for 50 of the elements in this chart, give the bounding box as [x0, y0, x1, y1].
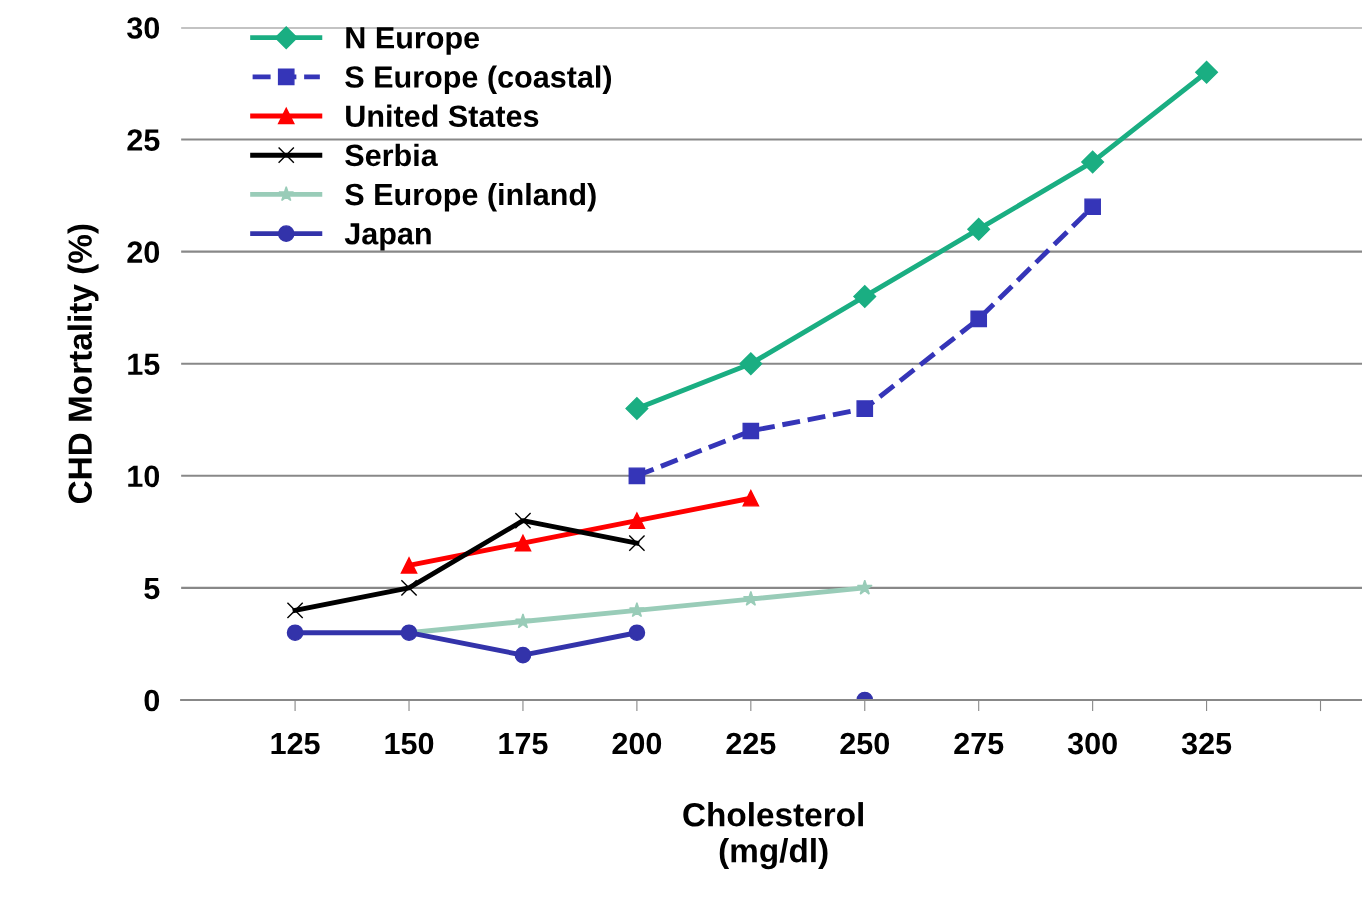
point — [1195, 60, 1219, 84]
point — [514, 534, 532, 552]
point — [400, 557, 418, 574]
y-tick-label: 30 — [127, 17, 160, 39]
point — [970, 310, 988, 328]
point — [1081, 150, 1105, 174]
point — [625, 397, 649, 421]
point — [628, 601, 645, 618]
x-tick-label: 175 — [499, 733, 548, 755]
point — [286, 624, 304, 642]
point — [514, 613, 531, 629]
x-tick-label: 250 — [840, 732, 890, 755]
y-tick-label: 10 — [128, 465, 160, 488]
point — [628, 534, 646, 552]
point — [856, 579, 873, 595]
point — [628, 512, 646, 529]
point — [514, 512, 532, 529]
y-tick-label: 5 — [144, 577, 160, 600]
point — [739, 352, 763, 376]
point — [742, 489, 760, 507]
x-axis-title: Cholesterol (mg/dl) — [683, 802, 863, 870]
point — [514, 646, 532, 664]
point — [742, 590, 759, 606]
point — [400, 579, 418, 597]
legend-label: United States — [346, 104, 539, 128]
point — [853, 284, 877, 308]
y-tick-label: 20 — [127, 241, 160, 263]
y-tick-label: 0 — [144, 689, 160, 712]
x-tick-label: 225 — [726, 732, 776, 755]
x-tick-label: 300 — [1067, 732, 1117, 755]
legend-label: S Europe (inland) — [345, 182, 596, 212]
point — [967, 217, 991, 241]
x-tick-label: 150 — [385, 732, 434, 755]
point — [628, 467, 646, 485]
legend-label: Serbia — [345, 143, 438, 167]
point — [286, 601, 304, 619]
legend-label: N Europe — [346, 27, 480, 55]
legend-label: S Europe (coastal) — [345, 65, 612, 94]
y-axis-title: CHD Mortality (%) — [67, 224, 99, 504]
x-tick-label: 325 — [1181, 732, 1232, 755]
x-tick-label: 125 — [271, 732, 320, 755]
point — [628, 624, 646, 642]
point — [742, 422, 760, 440]
point — [856, 400, 874, 417]
x-tick-label: 275 — [954, 732, 1004, 755]
x-tick-label: 200 — [612, 732, 662, 755]
legend-label: Japan — [344, 223, 431, 251]
point — [1084, 198, 1101, 216]
y-tick-label: 15 — [128, 353, 160, 376]
y-tick-label: 25 — [127, 129, 160, 151]
